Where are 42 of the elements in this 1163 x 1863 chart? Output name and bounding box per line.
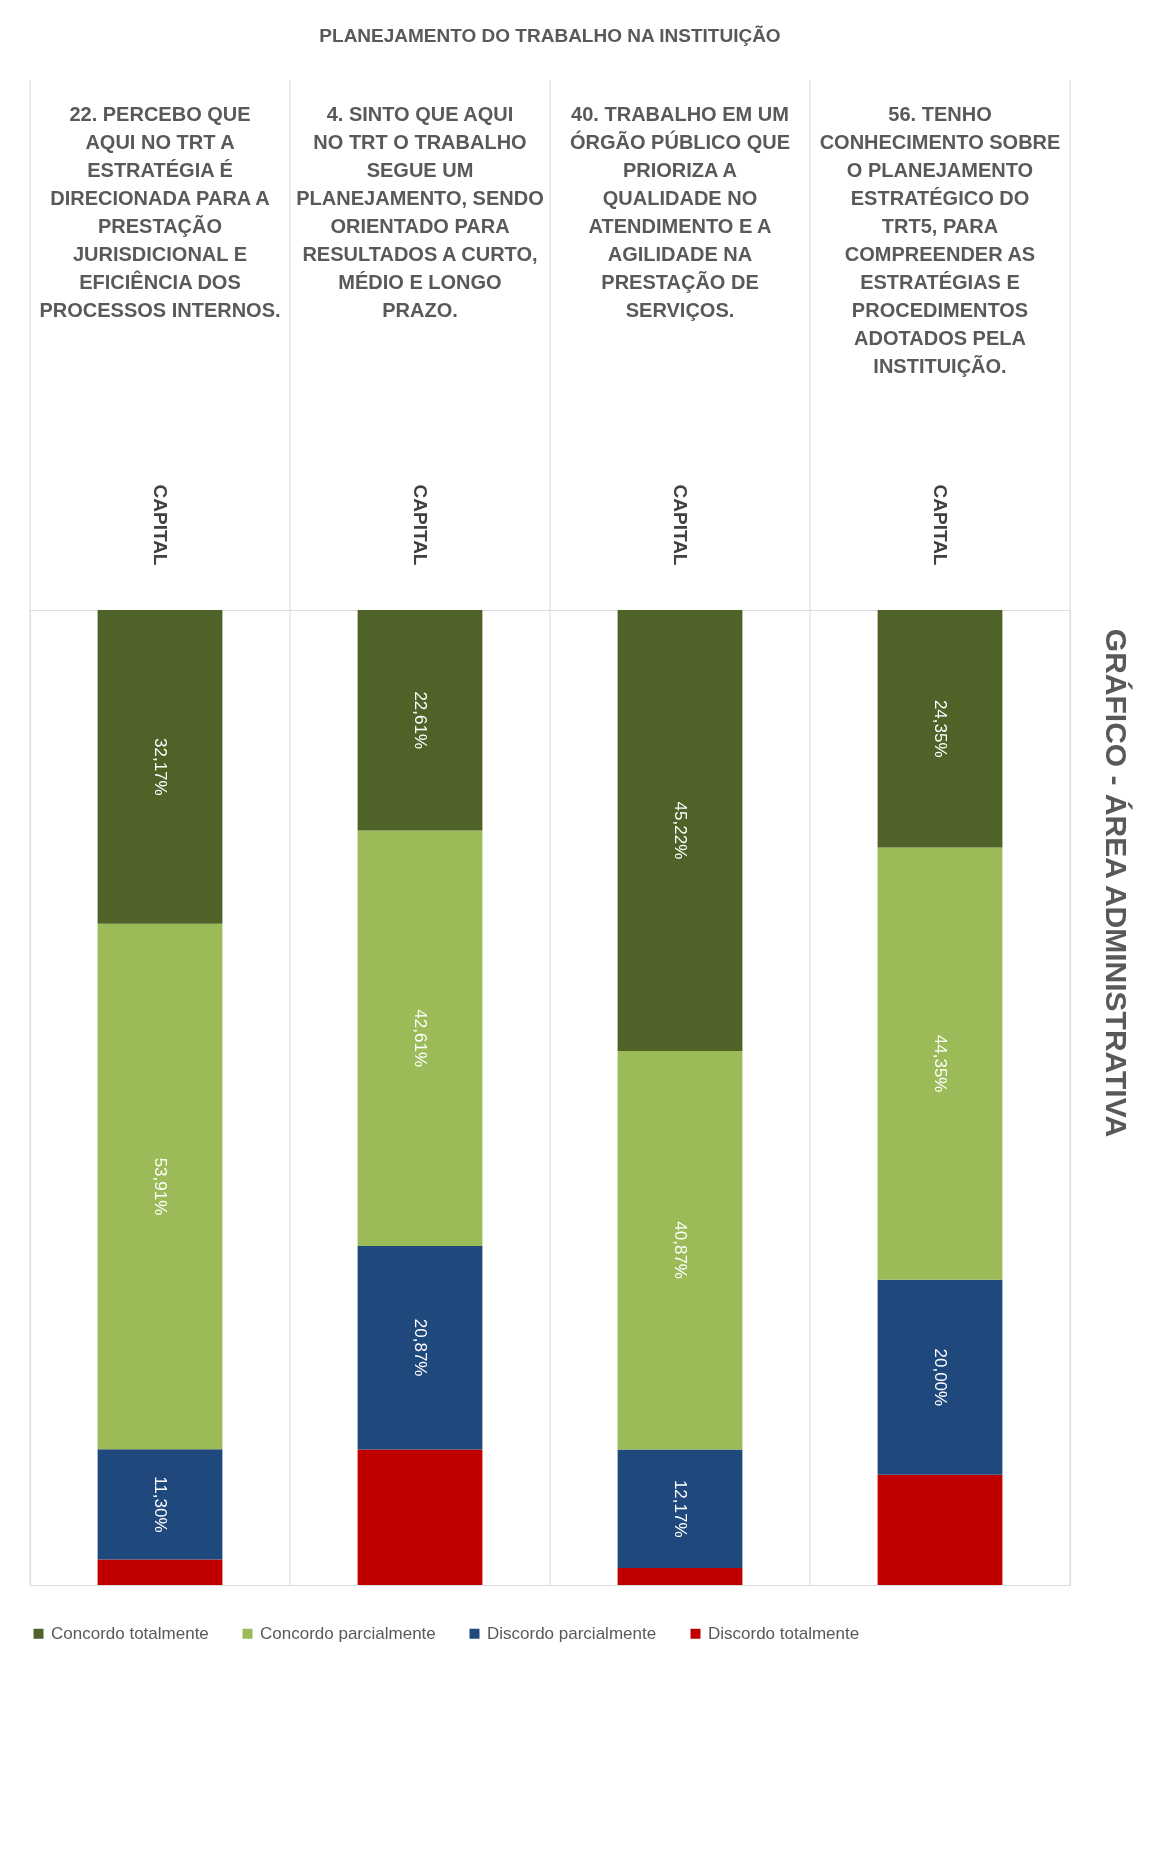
text: CAPITAL (410, 484, 431, 566)
legend-label: Discordo parcialmente (487, 1623, 657, 1643)
bar (877, 610, 1003, 848)
x-tick-label: 4. SINTO QUE AQUI NO TRT O TRABALHO SEGUE UM PLANEJAMENTO, SENDO ORIENTADO PARA RESULTADOS A CURTO, MÉDIO E LONGO PRAZO. (296, 103, 544, 321)
data-label: 22,61% (411, 691, 430, 750)
legend-label: Concordo parcialmente (260, 1623, 436, 1643)
bar (617, 610, 743, 1051)
data-label: 32,17% (151, 737, 170, 796)
bar (97, 1559, 223, 1585)
x-tick-label: 22. PERCEBO QUE AQUI NO TRT A ESTRATÉGIA É DIRECIONADA PARA A PRESTAÇÃO JURISDICIONAL E EFICIÊNCIA DOS PROCESSOS INTERNOS. (39, 103, 281, 321)
data-label: 44,35% (931, 1034, 950, 1093)
bar (877, 1474, 1003, 1585)
bar (97, 610, 223, 924)
data-label: 45,22% (671, 801, 690, 860)
bar (357, 830, 483, 1246)
data-label: 42,61% (411, 1009, 430, 1068)
bar (357, 1449, 483, 1585)
bar (357, 1245, 483, 1450)
data-label: 11,30% (151, 1476, 170, 1533)
legend-label: Discordo totalmente (708, 1623, 860, 1643)
text: GRÁFICO - ÁREA ADMINISTRATIVA (1100, 628, 1133, 1138)
bar (617, 1449, 743, 1569)
data-label: 20,00% (931, 1348, 950, 1407)
data-label: 40,87% (671, 1221, 690, 1279)
data-label: 12,17% (671, 1479, 690, 1538)
text: CAPITAL (670, 484, 691, 566)
chart-subtitle: PLANEJAMENTO DO TRABALHO NA INSTITUIÇÃO (319, 25, 781, 46)
data-label: 24,35% (931, 699, 950, 758)
category-label: 56. TENHO CONHECIMENTO SOBRE O PLANEJAMENTO ESTRATÉGICO DO TRT5, PARA COMPREENDER AS ESTRATÉGIAS E PROCEDIMENTOS ADOTADOS PELA INSTITUIÇÃO. (819, 103, 1061, 377)
legend-label: Concordo totalmente (51, 1623, 209, 1643)
data-label: 53,91% (151, 1157, 170, 1216)
data-label: 20,87% (411, 1318, 430, 1377)
bar (357, 610, 483, 831)
bar (877, 1279, 1003, 1475)
bar (617, 1050, 743, 1450)
x-tick-label: 40. TRABALHO EM UM ÓRGÃO PÚBLICO QUE PRIORIZA A QUALIDADE NO ATENDIMENTO E A AGILIDADE NA PRESTAÇÃO DE SERVIÇOS. (569, 103, 791, 321)
text: CAPITAL (930, 484, 951, 566)
text: CAPITAL (150, 484, 171, 566)
bar (877, 847, 1003, 1280)
bar (97, 1449, 223, 1560)
bar (617, 1568, 743, 1585)
bar (97, 923, 223, 1450)
